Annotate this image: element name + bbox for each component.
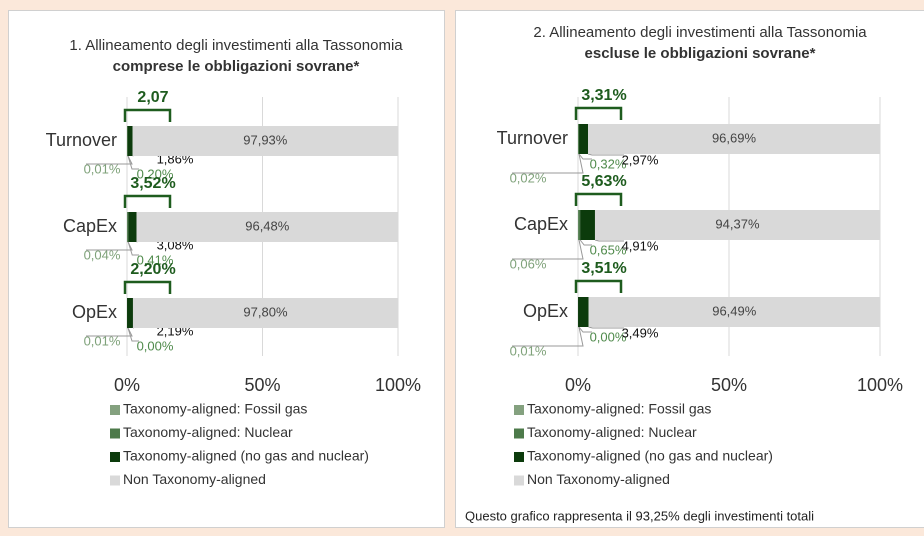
bracket (123, 280, 172, 294)
legend-swatch (514, 428, 524, 439)
bar-segment (128, 212, 137, 242)
bar-segment (587, 124, 880, 154)
leader-line (127, 155, 139, 170)
data-label: 0,01% (510, 343, 547, 358)
x-tick-label: 100% (857, 375, 903, 395)
leader-line (578, 153, 592, 160)
data-label: 0,20% (137, 166, 174, 181)
data-label: 0,41% (137, 252, 174, 267)
data-label: 0,00% (590, 329, 627, 344)
bar-segment (579, 124, 588, 154)
data-label: 3,49% (622, 325, 659, 340)
leader-line (127, 241, 139, 256)
x-tick-label: 50% (244, 375, 280, 395)
legend-label: Taxonomy-aligned (no gas and nuclear) (123, 448, 369, 464)
legend-swatch (110, 475, 120, 486)
data-label: 96,48% (245, 218, 290, 233)
footnote: Questo grafico rappresenta il 93,25% deg… (465, 508, 815, 524)
data-label: 96,49% (712, 303, 757, 318)
data-label: 0,06% (510, 256, 547, 271)
annotation: 3,51% (581, 260, 626, 277)
bar-segment (127, 298, 133, 328)
legend-label: Taxonomy-aligned: Nuclear (527, 424, 697, 440)
x-tick-label: 0% (114, 375, 140, 395)
data-label: 96,69% (712, 130, 757, 145)
annotation: 3,31% (581, 87, 626, 104)
legend-label: Taxonomy-aligned: Fossil gas (527, 401, 711, 417)
data-label: 0,01% (84, 333, 121, 348)
bar-segment (132, 126, 399, 156)
bar-segment (127, 212, 129, 242)
legend-swatch (110, 452, 120, 462)
leader-line (578, 326, 592, 333)
y-tick-label: Turnover (46, 130, 117, 150)
leader-line (512, 153, 584, 174)
data-label: 97,80% (243, 304, 288, 319)
bar-segment (127, 126, 128, 156)
bracket (123, 108, 172, 122)
data-label: 0,01% (84, 161, 121, 176)
x-tick-label: 50% (711, 375, 747, 395)
bar-segment (578, 124, 580, 154)
bracket (574, 279, 623, 293)
leader-line (127, 327, 139, 342)
bar-segment (594, 210, 880, 240)
bar-segment (132, 298, 398, 328)
legend-swatch (514, 452, 524, 462)
legend-label: Taxonomy-aligned: Fossil gas (123, 401, 307, 417)
y-tick-label: OpEx (72, 302, 117, 322)
leader-line (512, 326, 584, 347)
bar-segment (136, 212, 399, 242)
bracket (574, 106, 623, 120)
legend-swatch (110, 405, 120, 415)
legend-swatch (110, 428, 120, 439)
data-label: 0,32% (590, 156, 627, 171)
data-label: 0,02% (510, 170, 547, 185)
data-label: 97,93% (243, 132, 288, 147)
bar-segment (127, 126, 133, 156)
bar-segment (580, 210, 595, 240)
legend-label: Taxonomy-aligned (no gas and nuclear) (527, 448, 773, 464)
y-tick-label: OpEx (523, 301, 568, 321)
x-tick-label: 100% (375, 375, 421, 395)
data-label: 94,37% (715, 216, 760, 231)
leader-line (512, 239, 584, 260)
data-label: 0,65% (590, 242, 627, 257)
legend-label: Non Taxonomy-aligned (527, 471, 670, 487)
chart-title: 1. Allineamento degli investimenti alla … (69, 37, 403, 75)
x-tick-label: 0% (565, 375, 591, 395)
leader-line (594, 239, 624, 242)
y-tick-label: CapEx (514, 214, 568, 234)
leader-line (579, 239, 592, 246)
y-tick-label: Turnover (497, 128, 568, 148)
y-tick-label: CapEx (63, 216, 117, 236)
bracket (574, 192, 623, 206)
data-label: 4,91% (622, 238, 659, 253)
data-label: 0,04% (84, 247, 121, 262)
legend-label: Taxonomy-aligned: Nuclear (123, 424, 293, 440)
panel (8, 10, 445, 528)
leader-line (587, 153, 624, 156)
bar-segment (578, 297, 589, 327)
bracket (123, 194, 172, 208)
legend-swatch (514, 405, 524, 415)
legend-swatch (514, 475, 524, 486)
legend-label: Non Taxonomy-aligned (123, 471, 266, 487)
annotation: 2,20% (130, 261, 175, 278)
panel: Questo grafico rappresenta il 93,25% deg… (455, 10, 924, 528)
data-label: 0,00% (137, 338, 174, 353)
annotation: 2,07 (137, 89, 168, 106)
leader-line (588, 326, 624, 329)
annotation: 5,63% (581, 173, 626, 190)
bar-segment (588, 297, 880, 327)
bar-segment (578, 210, 581, 240)
chart-title: 2. Allineamento degli investimenti alla … (533, 24, 867, 62)
data-label: 2,97% (622, 152, 659, 167)
annotation: 3,52% (130, 175, 175, 192)
